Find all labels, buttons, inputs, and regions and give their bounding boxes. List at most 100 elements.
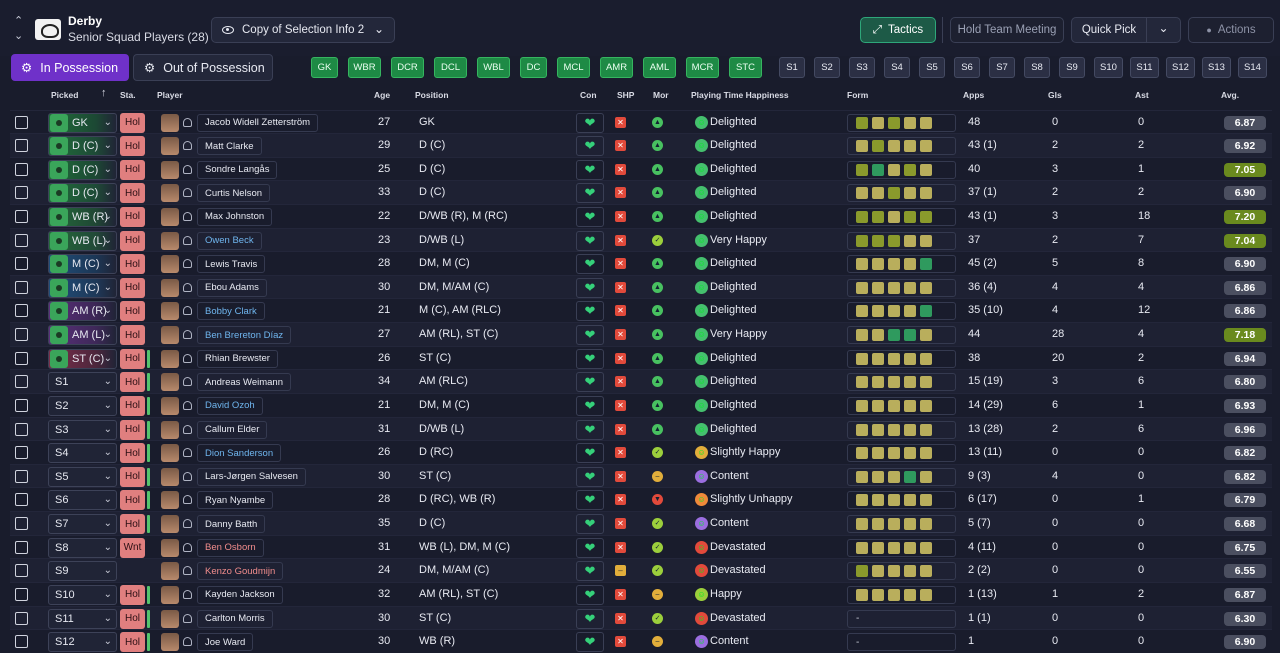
table-row[interactable]: S9 ⌄ Kenzo Goudmijn 24 DM, M/AM (C) ❤ – ✓ ☺ Devas… — [10, 558, 1272, 582]
tab-in-possession[interactable]: ⚙ In Possession — [11, 54, 129, 81]
player-name[interactable]: Callum Elder — [197, 420, 268, 439]
row-checkbox[interactable] — [15, 304, 28, 318]
heart-icon[interactable]: ❤ — [576, 159, 604, 180]
row-checkbox[interactable] — [15, 587, 28, 601]
sub-slot-s13[interactable]: S13 — [1202, 57, 1231, 78]
row-checkbox[interactable] — [15, 446, 28, 460]
picked-selector[interactable]: S12 ⌄ — [48, 632, 117, 653]
picked-selector[interactable]: ST (C) ⌄ — [48, 348, 117, 369]
status-badge[interactable]: Hol — [120, 395, 145, 416]
player-name[interactable]: Ben Osborn — [197, 538, 264, 557]
player-name[interactable]: Curtis Nelson — [197, 184, 271, 203]
chevron-up-icon[interactable]: ⌃ — [14, 15, 24, 27]
position-button-amr[interactable]: AMR — [600, 57, 633, 78]
picked-selector[interactable]: S7 ⌄ — [48, 514, 117, 535]
sub-slot-s14[interactable]: S14 — [1238, 57, 1267, 78]
table-row[interactable]: AM (R) ⌄ Hol Bobby Clark 21 M (C), AM (RLC) ❤ ✕… — [10, 298, 1272, 322]
player-name[interactable]: Jacob Widell Zetterström — [197, 113, 319, 132]
col-ast[interactable]: Ast — [1135, 90, 1149, 100]
row-checkbox[interactable] — [15, 540, 28, 554]
row-checkbox[interactable] — [15, 517, 28, 531]
sub-slot-s9[interactable]: S9 — [1059, 57, 1085, 78]
heart-icon[interactable]: ❤ — [576, 348, 604, 369]
table-row[interactable]: ST (C) ⌄ Hol Rhian Brewster 26 ST (C) ❤ ✕ ▲ ☺ Deli… — [10, 345, 1272, 370]
position-button-wbr[interactable]: WBR — [348, 57, 381, 78]
sub-slot-s3[interactable]: S3 — [849, 57, 875, 78]
row-checkbox[interactable] — [15, 351, 28, 365]
sub-slot-s10[interactable]: S10 — [1094, 57, 1123, 78]
col-player[interactable]: Player — [157, 90, 183, 100]
player-name[interactable]: Ben Brereton Díaz — [197, 326, 292, 345]
row-checkbox[interactable] — [15, 493, 28, 507]
position-button-mcl[interactable]: MCL — [557, 57, 590, 78]
table-row[interactable]: S1 ⌄ Hol Andreas Weimann 34 AM (RLC) ❤ ✕ ▲ ☺ Delig… — [10, 369, 1272, 393]
col-shp[interactable]: SHP — [617, 90, 635, 100]
player-name[interactable]: Owen Beck — [197, 231, 262, 250]
table-row[interactable]: S7 ⌄ Hol Danny Batth 35 D (C) ❤ ✕ ✓ ☺ Content 5 (7)… — [10, 511, 1272, 535]
table-row[interactable]: WB (L) ⌄ Hol Owen Beck 23 D/WB (L) ❤ ✕ ✓ ☺ Very Ha… — [10, 227, 1272, 252]
status-badge[interactable]: Hol — [120, 466, 145, 487]
heart-icon[interactable]: ❤ — [576, 206, 604, 227]
status-badge[interactable]: Hol — [120, 159, 145, 180]
row-checkbox[interactable] — [15, 280, 28, 294]
heart-icon[interactable]: ❤ — [576, 419, 604, 440]
status-badge[interactable]: Hol — [120, 419, 145, 440]
status-badge[interactable]: Hol — [120, 301, 145, 322]
heart-icon[interactable]: ❤ — [576, 466, 604, 487]
player-name[interactable]: Danny Batth — [197, 515, 266, 534]
row-checkbox[interactable] — [15, 209, 28, 223]
status-badge[interactable]: Hol — [120, 183, 145, 204]
col-gls[interactable]: Gls — [1048, 90, 1062, 100]
picked-selector[interactable]: D (C) ⌄ — [48, 136, 117, 157]
row-checkbox[interactable] — [15, 186, 28, 200]
position-button-mcr[interactable]: MCR — [686, 57, 719, 78]
player-name[interactable]: Carlton Morris — [197, 609, 273, 628]
player-name[interactable]: Kenzo Goudmijn — [197, 562, 284, 581]
picked-selector[interactable]: S6 ⌄ — [48, 490, 117, 511]
view-selector[interactable]: Copy of Selection Info 2 ⌄ — [211, 17, 395, 43]
status-badge[interactable]: Hol — [120, 112, 145, 133]
col-apps[interactable]: Apps — [963, 90, 985, 100]
table-row[interactable]: D (C) ⌄ Hol Sondre Langås 25 D (C) ❤ ✕ ▲ ☺ Delight… — [10, 156, 1272, 181]
tactics-button[interactable]: ⤢ Tactics — [860, 17, 936, 43]
table-row[interactable]: D (C) ⌄ Hol Curtis Nelson 33 D (C) ❤ ✕ ▲ ☺ Delight… — [10, 180, 1272, 204]
row-checkbox[interactable] — [15, 398, 28, 412]
player-name[interactable]: Matt Clarke — [197, 137, 262, 156]
heart-icon[interactable]: ❤ — [576, 254, 604, 275]
status-badge[interactable]: Wnt — [120, 537, 145, 558]
heart-icon[interactable]: ❤ — [576, 443, 604, 464]
picked-selector[interactable]: S4 ⌄ — [48, 443, 117, 464]
heart-icon[interactable]: ❤ — [576, 183, 604, 204]
picked-selector[interactable]: S2 ⌄ — [48, 395, 117, 416]
heart-icon[interactable]: ❤ — [576, 372, 604, 393]
picked-selector[interactable]: S11 ⌄ — [48, 608, 117, 629]
player-name[interactable]: Ryan Nyambe — [197, 491, 274, 510]
table-row[interactable]: S5 ⌄ Hol Lars-Jørgen Salvesen 30 ST (C) ❤ ✕ – ☺ Co… — [10, 463, 1272, 488]
heart-icon[interactable]: ❤ — [576, 537, 604, 558]
table-row[interactable]: S12 ⌄ Hol Joe Ward 30 WB (R) ❤ ✕ – ☺ Content - 1 0 0 6.… — [10, 629, 1272, 653]
picked-selector[interactable]: S3 ⌄ — [48, 419, 117, 440]
sub-slot-s5[interactable]: S5 — [919, 57, 945, 78]
row-checkbox[interactable] — [15, 162, 28, 176]
status-badge[interactable]: Hol — [120, 277, 145, 298]
row-checkbox[interactable] — [15, 257, 28, 271]
picked-selector[interactable]: M (C) ⌄ — [48, 277, 117, 298]
status-badge[interactable]: Hol — [120, 325, 145, 346]
heart-icon[interactable]: ❤ — [576, 112, 604, 133]
heart-icon[interactable]: ❤ — [576, 608, 604, 629]
position-button-dc[interactable]: DC — [520, 57, 547, 78]
status-badge[interactable]: Hol — [120, 372, 145, 393]
picked-selector[interactable]: D (C) ⌄ — [48, 183, 117, 204]
sub-slot-s4[interactable]: S4 — [884, 57, 910, 78]
picked-selector[interactable]: S5 ⌄ — [48, 466, 117, 487]
table-row[interactable]: D (C) ⌄ Hol Matt Clarke 29 D (C) ❤ ✕ ▲ ☺ Delighted… — [10, 133, 1272, 157]
position-button-gk[interactable]: GK — [311, 57, 338, 78]
picked-selector[interactable]: D (C) ⌄ — [48, 159, 117, 180]
col-age[interactable]: Age — [374, 90, 391, 100]
col-con[interactable]: Con — [580, 90, 597, 100]
sub-slot-s1[interactable]: S1 — [779, 57, 805, 78]
heart-icon[interactable]: ❤ — [576, 584, 604, 605]
quick-pick-button[interactable]: Quick Pick — [1071, 17, 1147, 43]
table-row[interactable]: WB (R) ⌄ Hol Max Johnston 22 D/WB (R), M (RC)… — [10, 203, 1272, 228]
table-row[interactable]: GK ⌄ Hol Jacob Widell Zetterström 27 GK ❤ ✕ ▲ ☺ De… — [10, 109, 1272, 134]
